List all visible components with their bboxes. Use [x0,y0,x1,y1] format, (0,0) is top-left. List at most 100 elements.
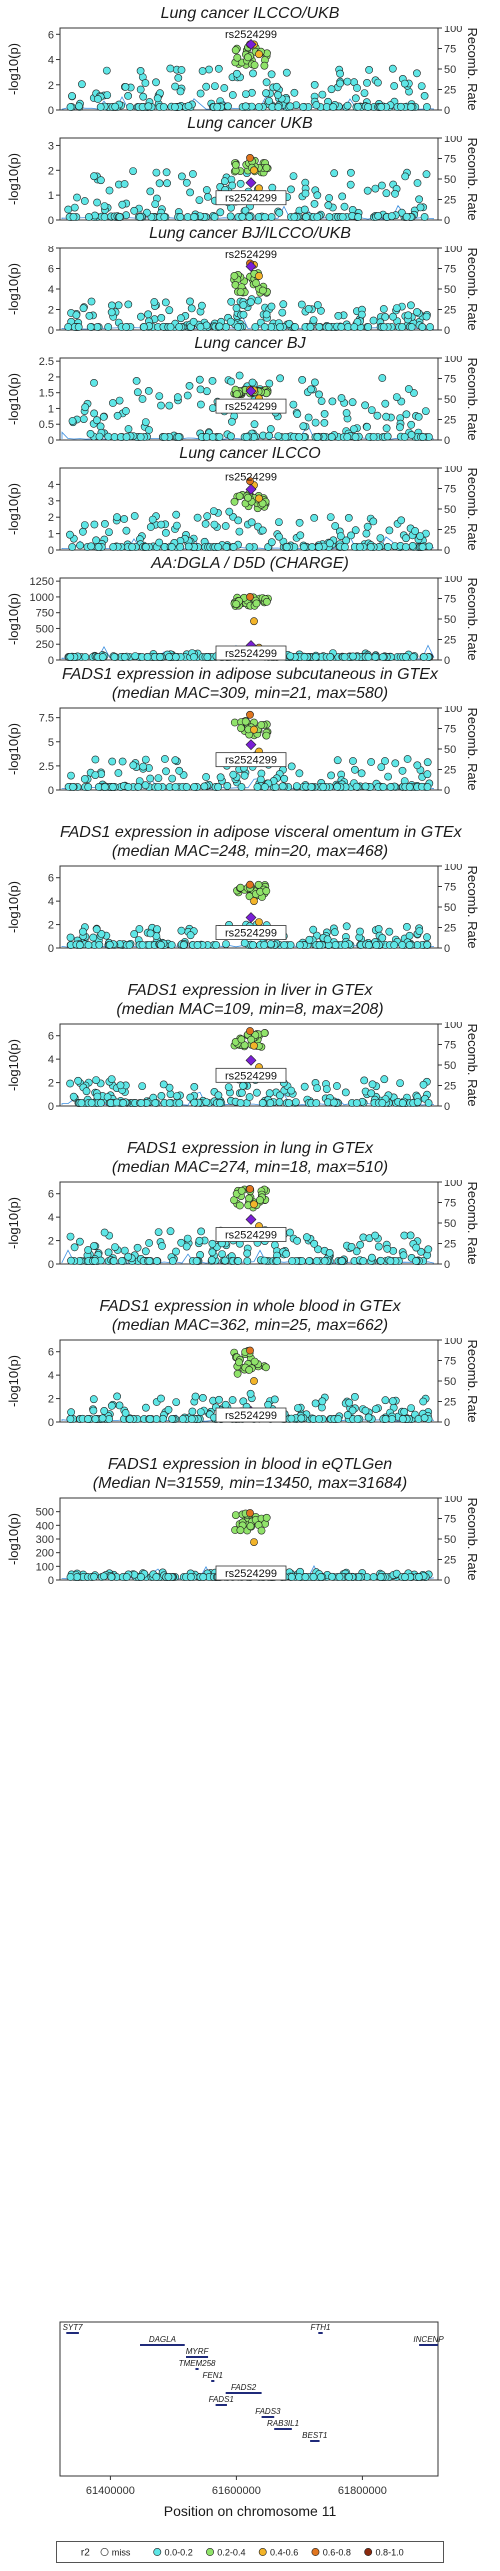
legend-label: 0.6-0.8 [323,2548,351,2558]
snp-point [165,401,174,410]
snp-point [94,543,103,551]
snp-point-ld [250,725,258,734]
y2-tick-label: 100 [444,1180,462,1189]
snp-point [120,515,129,523]
snp-point [398,941,407,949]
snp-point [171,783,180,791]
snp-point [228,181,237,190]
snp-point [166,1090,175,1098]
snp-point-ld [236,288,245,296]
gene-body [261,2416,275,2418]
snp-point [405,941,414,949]
y-tick-label: 0 [48,1417,54,1428]
snp-point [193,941,202,949]
snp-point [92,1076,100,1084]
snp-point [215,1395,223,1404]
snp-point [424,1245,433,1254]
y-tick-label: 2 [48,1394,54,1406]
snp-point [152,1573,161,1581]
snp-point [360,89,369,97]
snp-point [110,653,119,661]
snp-point [249,941,257,949]
snp-point [274,103,283,111]
y2-tick-label: 50 [444,1060,456,1072]
snp-point [387,212,396,221]
snp-point [202,82,211,91]
snp-point-ld [232,390,241,399]
panel-title: FADS1 expression in liver in GTEx (median… [60,981,440,1019]
snp-point [165,306,174,315]
snp-point [138,1082,147,1090]
snp-point [373,78,382,87]
y-tick-label: 2 [48,372,54,384]
snp-point [284,1099,293,1107]
y-tick-label: 0 [48,1101,54,1112]
snp-point [139,323,148,331]
y-tick-label: 0 [48,545,54,556]
y2-tick-label: 0 [444,215,450,226]
y2-tick-label: 0 [444,105,450,116]
y-tick-label: 7.5 [39,713,54,725]
snp-point [422,103,431,111]
snp-point [266,425,275,433]
snp-point [162,767,170,776]
snp-point [129,167,137,175]
y-tick-label: 2 [48,512,54,524]
y2-tick-label: 50 [444,504,456,516]
snp-point-ld [258,286,267,295]
snp-point-ld [246,710,254,719]
snp-point [343,433,352,441]
snp-point [197,1227,205,1236]
snp-point [391,189,399,198]
locus-plot: 0 1 2 3 0 25 50 75 100 -log10(p) Recomb. Rate rs252… [6,136,480,226]
snp-point [229,543,238,551]
snp-point [412,1257,420,1265]
y2-axis-label: Recomb. Rate [465,467,480,550]
snp-point [120,180,129,188]
snp-point [297,1414,306,1423]
y-tick-label: 1 [48,403,54,415]
lead-snp-label-box [215,1067,287,1083]
snp-point [315,941,324,949]
y-axis-label: -log10(p) [6,881,21,933]
gene-label: FADS2 [231,2383,257,2392]
snp-point [382,424,391,433]
lead-snp-marker [245,261,257,272]
snp-point [90,378,98,387]
snp-point [289,400,298,409]
snp-point [113,411,122,420]
y-tick-label: 1 [48,529,54,541]
legend-swatch [311,2548,320,2556]
y-tick-label: 4 [48,1212,54,1224]
snp-point [340,653,349,661]
snp-point [363,79,371,87]
y2-tick-label: 100 [444,706,462,715]
snp-point [354,102,362,111]
snp-point [152,168,161,177]
snp-point [120,1246,129,1255]
y-tick-label: 0 [48,655,54,666]
snp-point [346,180,355,189]
snp-point [155,179,164,188]
snp-point-ld [246,153,254,162]
panel-subtitle-text: (Median N=31559, min=13450, max=31684) [92,1475,408,1492]
snp-point [376,1256,385,1265]
snp-point-ld [257,721,266,729]
snp-point [346,168,355,177]
snp-point [145,426,153,434]
snp-point [305,1257,314,1265]
snp-point [89,1395,98,1404]
snp-point-ld [231,160,240,169]
snp-point-ld [252,279,260,287]
snp-point [172,1247,180,1256]
y-axis-label: -log10(p) [6,263,21,315]
snp-point [129,761,138,770]
snp-point [104,323,113,331]
lead-snp-label: rs2524299 [225,193,277,205]
x-tick-label: 61800000 [338,2485,387,2497]
y2-axis-label: Recomb. Rate [465,1181,480,1264]
snp-point [79,304,88,313]
snp-point [409,653,418,661]
snp-point [203,512,212,521]
y-tick-label: 300 [36,1534,54,1546]
